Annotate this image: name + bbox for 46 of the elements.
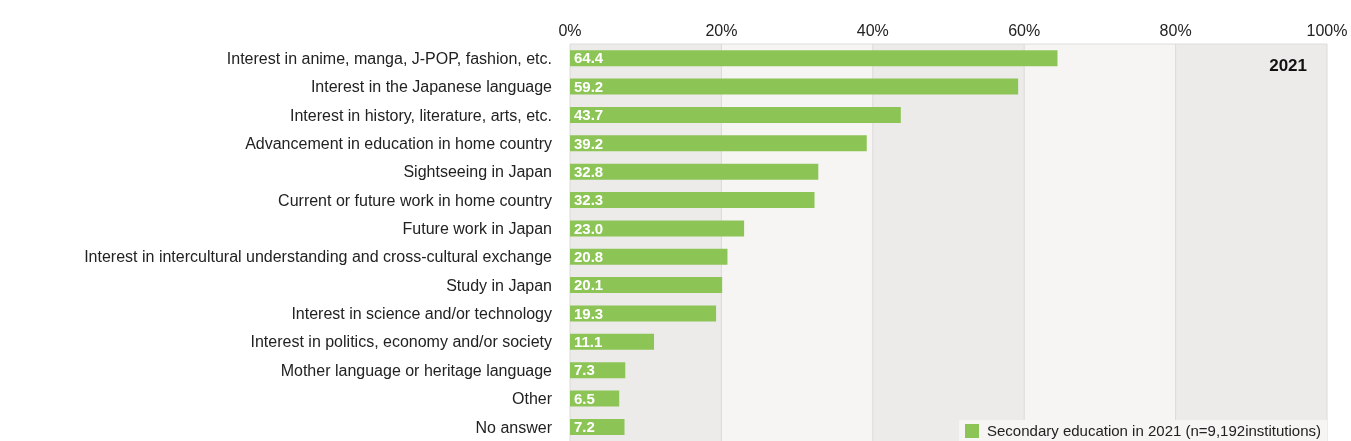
- data-label: 11.1: [574, 333, 603, 351]
- data-label: 59.2: [574, 77, 604, 95]
- y-tick-label: Current or future work in home country: [278, 191, 552, 209]
- data-label: 19.3: [574, 304, 604, 322]
- bar: [570, 135, 867, 152]
- bar: [570, 305, 717, 322]
- bar: [570, 192, 815, 209]
- y-tick-label: Other: [511, 390, 553, 408]
- x-tick-label: 20%: [705, 22, 738, 39]
- y-tick-label: Interest in politics, economy and/or society: [250, 333, 552, 351]
- bar: [570, 78, 1019, 95]
- x-tick-label: 0%: [558, 22, 582, 39]
- y-tick-label: Interest in science and/or technology: [291, 305, 552, 323]
- bar: [570, 106, 901, 123]
- legend-label: Secondary education in 2021 (n=9,192institutions): [987, 422, 1321, 439]
- y-tick-label: Interest in history, literature, arts, etc.: [289, 106, 552, 124]
- data-label: 64.4: [574, 49, 604, 67]
- data-label: 6.5: [574, 389, 595, 407]
- annotation: 2021: [1269, 56, 1307, 76]
- y-tick-label: Mother language or heritage language: [280, 361, 553, 379]
- x-tick-label: 40%: [856, 22, 889, 39]
- data-label: 32.3: [574, 191, 604, 209]
- y-tick-label: No answer: [475, 418, 553, 436]
- y-tick-label: Future work in Japan: [402, 220, 552, 237]
- y-tick-label: Sightseeing in Japan: [403, 163, 552, 181]
- data-label: 23.0: [574, 219, 604, 237]
- y-tick-label: Interest in the Japanese language: [310, 78, 553, 96]
- y-tick-label: Interest in intercultural understanding and cross-cultural exchange: [84, 248, 553, 266]
- data-label: 20.8: [574, 247, 604, 265]
- x-tick-label: 60%: [1008, 22, 1041, 39]
- bar: [570, 220, 745, 237]
- bar: [570, 248, 728, 265]
- bar: [570, 277, 723, 294]
- x-tick-label: 100%: [1306, 22, 1348, 39]
- y-tick-label: Advancement in education in home country: [245, 134, 552, 152]
- data-label: 32.8: [574, 162, 604, 180]
- x-tick-label: 80%: [1159, 22, 1192, 39]
- data-label: 7.2: [574, 418, 595, 436]
- data-label: 20.1: [574, 276, 604, 294]
- y-tick-label: Study in Japan: [446, 276, 552, 294]
- bar: [570, 50, 1058, 67]
- data-label: 39.2: [574, 134, 604, 152]
- data-label: 7.3: [574, 361, 595, 379]
- bar: [570, 163, 819, 180]
- y-tick-label: Interest in anime, manga, J-POP, fashion, etc.: [226, 49, 552, 67]
- data-label: 43.7: [574, 106, 604, 124]
